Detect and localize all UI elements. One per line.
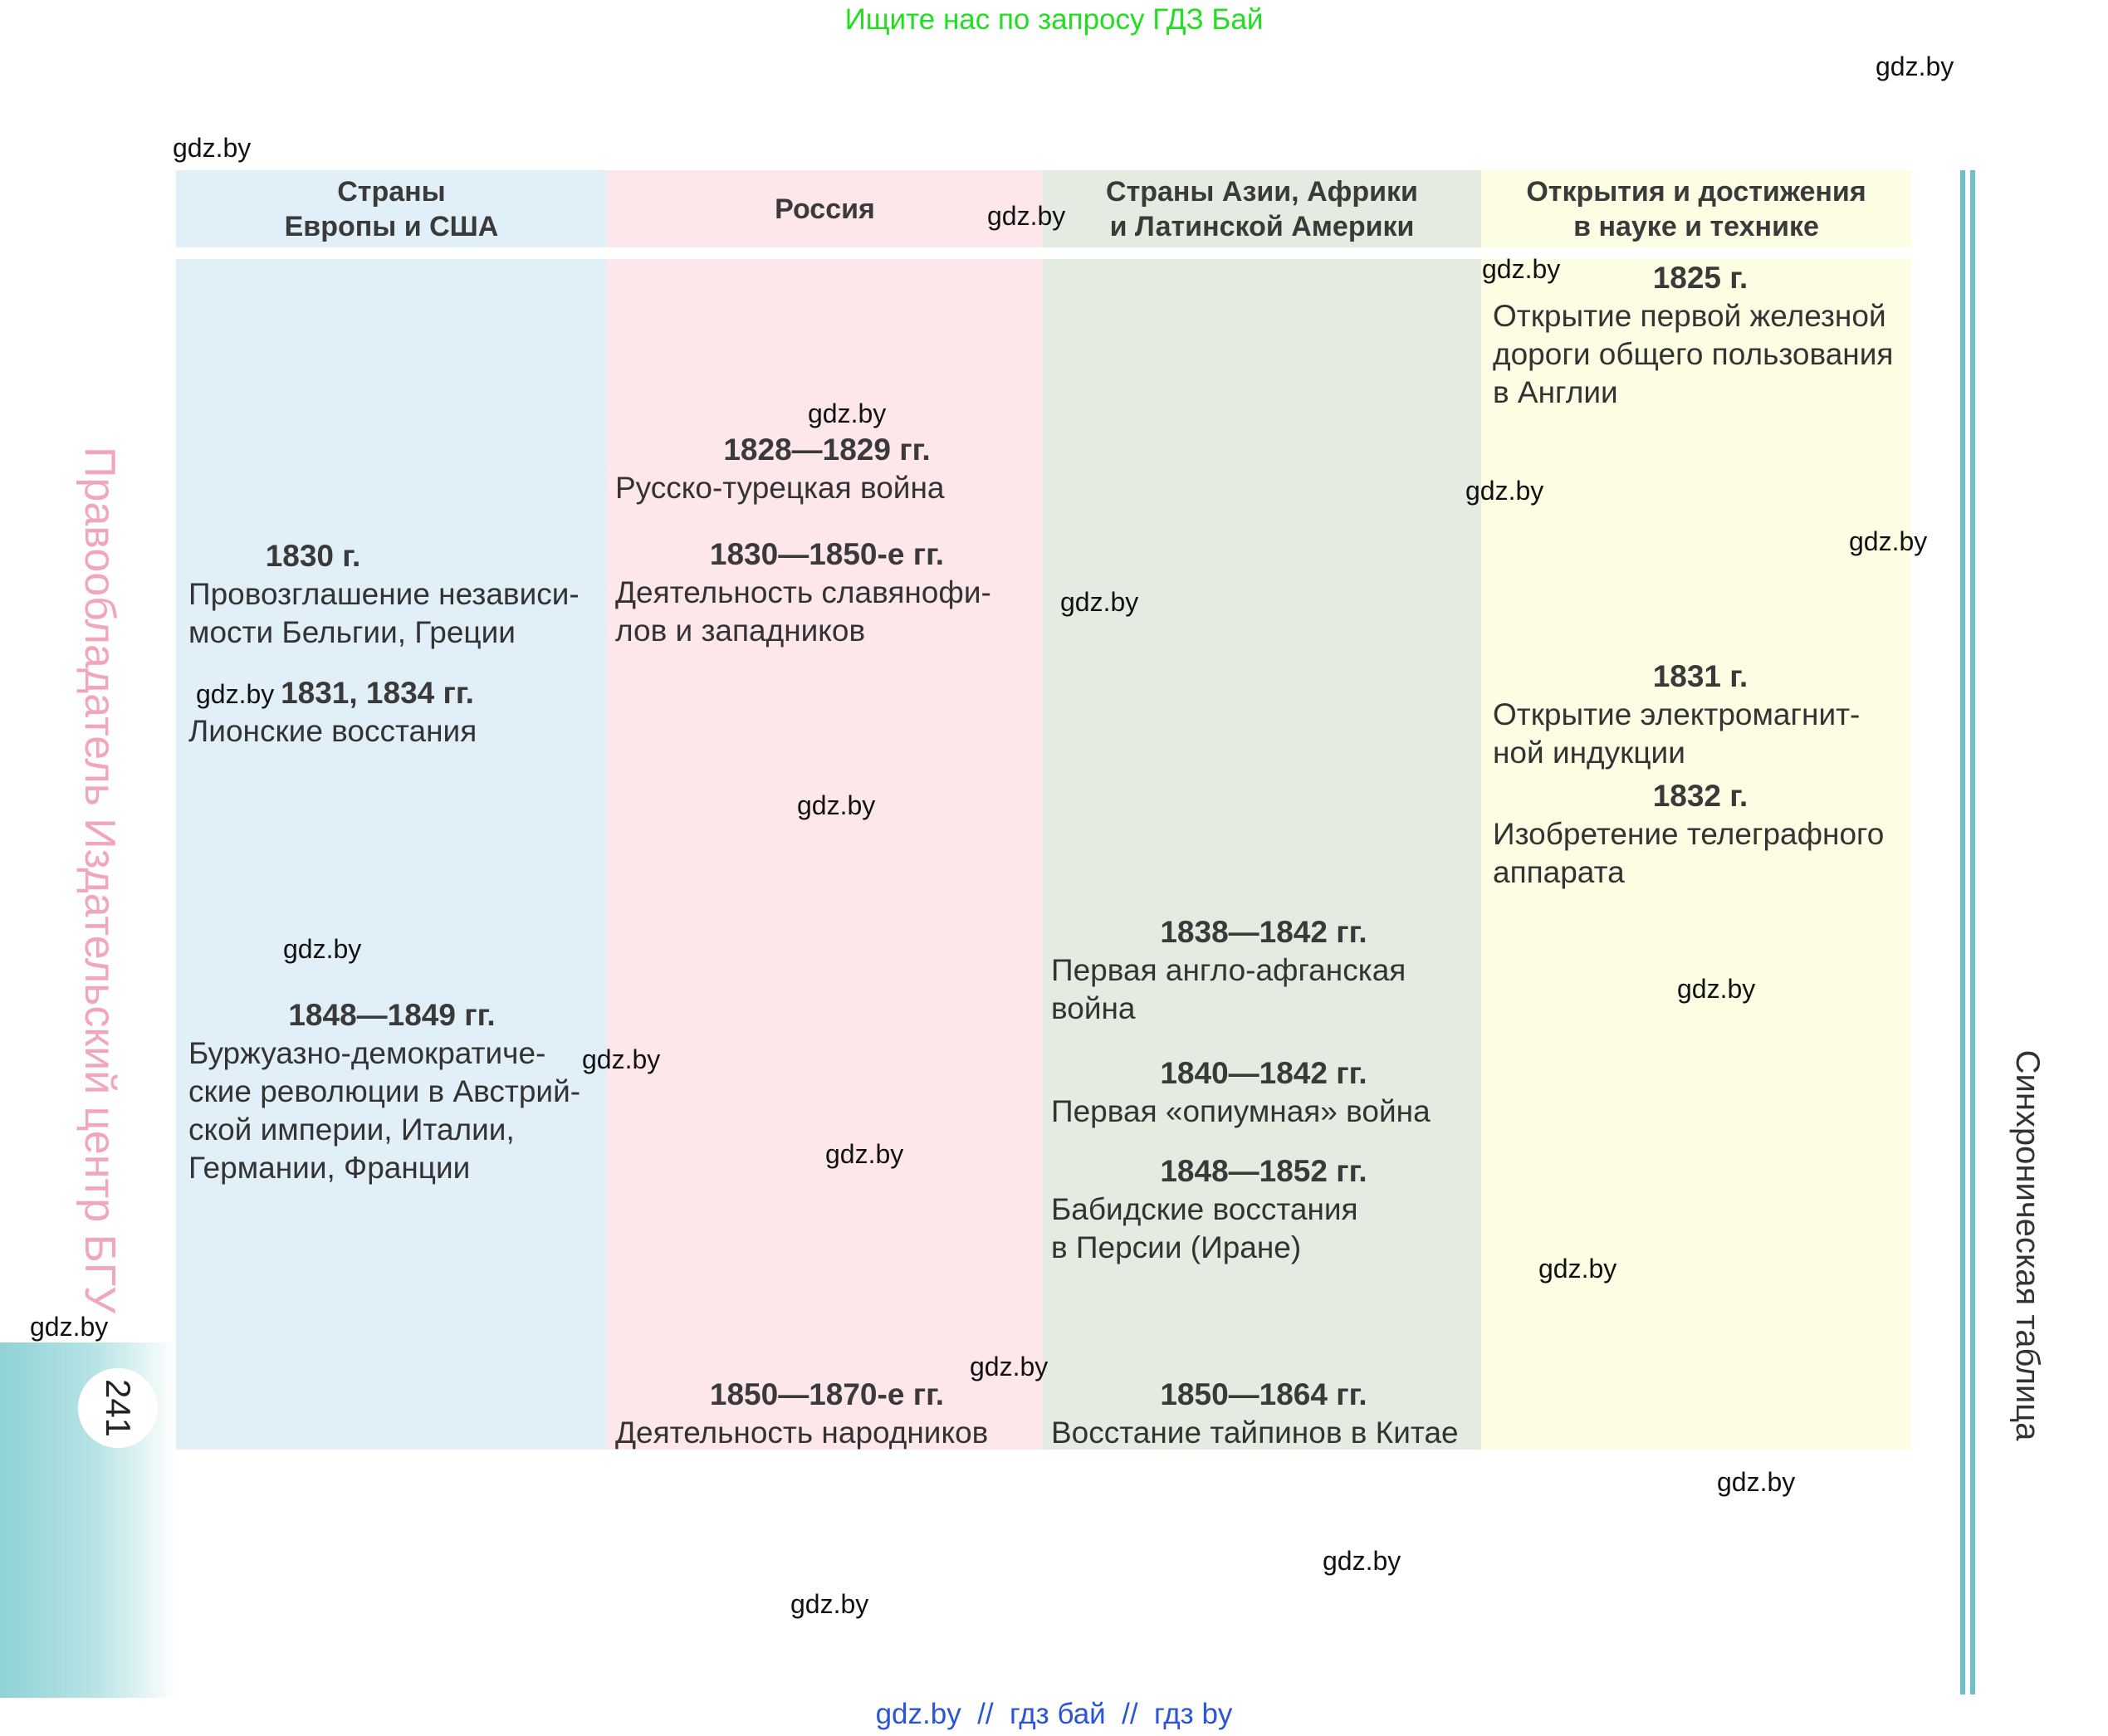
event-europe-1831: 1831, 1834 гг. Лионские восстания — [188, 674, 604, 751]
header-asia-label: Страны Азии, Африки и Латинской Америки — [1106, 175, 1418, 242]
watermark: gdz.by — [1323, 1546, 1401, 1576]
column-europe-usa: 1830 г. Провозглашение независи- мости Б… — [176, 259, 607, 1450]
event-text: Буржуазно-демократиче- ские революции в … — [188, 1036, 581, 1185]
event-text: Восстание тайпинов в Китае — [1051, 1416, 1459, 1450]
watermark: gdz.by — [582, 1044, 661, 1074]
watermark: gdz.by — [1538, 1254, 1617, 1284]
event-year: 1825 г. — [1652, 261, 1749, 295]
header-asia-africa-latam: Страны Азии, Африки и Латинской Америки — [1043, 170, 1481, 247]
event-year: 1850—1870-е гг. — [709, 1377, 945, 1411]
event-europe-1848: 1848—1849 гг. Буржуазно-демократиче- ски… — [188, 996, 604, 1187]
event-year: 1830—1850-е гг. — [709, 537, 945, 571]
event-text: Деятельность народников — [615, 1416, 989, 1450]
watermark: gdz.by — [1876, 51, 1954, 81]
event-science-1832: 1832 г. Изобретение телеграфного аппарат… — [1493, 777, 1908, 892]
event-year: 1830 г. — [265, 539, 361, 573]
event-text: Изобретение телеграфного аппарата — [1493, 817, 1885, 889]
event-year: 1848—1852 гг. — [1160, 1154, 1367, 1188]
watermark: gdz.by — [1849, 526, 1928, 556]
watermark: gdz.by — [283, 934, 362, 964]
event-text: Первая «опиумная» война — [1051, 1094, 1431, 1128]
event-text: Открытие первой железной дороги общего п… — [1493, 299, 1894, 409]
event-science-1831: 1831 г. Открытие электромагнит- ной инду… — [1493, 658, 1908, 772]
event-text: Лионские восстания — [188, 714, 477, 748]
event-year: 1838—1842 гг. — [1160, 915, 1367, 949]
watermark: gdz.by — [173, 133, 252, 163]
copyright-side-text: Правообладатель Издательский центр БГУ — [76, 447, 124, 1313]
page-number: 241 — [98, 1378, 138, 1438]
top-banner: Ищите нас по запросу ГДЗ Бай — [844, 3, 1264, 36]
event-asia-1840: 1840—1842 гг. Первая «опиумная» война — [1051, 1054, 1476, 1131]
event-year: 1840—1842 гг. — [1160, 1056, 1367, 1090]
header-russia: Россия — [607, 170, 1043, 247]
watermark: gdz.by — [797, 790, 876, 820]
watermark: gdz.by — [1465, 476, 1544, 506]
watermark: gdz.by — [1677, 974, 1756, 1004]
watermark: gdz.by — [1482, 254, 1561, 284]
event-year: 1831, 1834 гг. — [281, 676, 474, 710]
page-number-badge: 241 — [78, 1368, 158, 1448]
watermark: gdz.by — [970, 1352, 1049, 1381]
right-border-line — [1960, 170, 1965, 1694]
event-year: 1850—1864 гг. — [1160, 1377, 1367, 1411]
event-year: 1832 г. — [1652, 779, 1749, 813]
watermark: gdz.by — [30, 1312, 109, 1342]
column-russia: 1828—1829 гг. Русско-турецкая война 1830… — [607, 259, 1043, 1450]
event-year: 1828—1829 гг. — [723, 433, 931, 467]
event-text: Бабидские восстания в Персии (Иране) — [1051, 1192, 1358, 1264]
header-science: Открытия и достижения в науке и технике — [1481, 170, 1911, 247]
event-europe-1830: 1830 г. Провозглашение независи- мости Б… — [188, 537, 604, 652]
event-asia-1848: 1848—1852 гг. Бабидские восстания в Перс… — [1051, 1152, 1476, 1267]
event-russia-1830: 1830—1850-е гг. Деятельность славянофи- … — [615, 535, 1039, 650]
right-border-line — [1970, 170, 1975, 1694]
watermark: gdz.by — [790, 1589, 869, 1619]
event-russia-1828: 1828—1829 гг. Русско-турецкая война — [615, 431, 1039, 507]
event-text: Открытие электромагнит- ной индукции — [1493, 697, 1861, 770]
watermark: gdz.by — [196, 679, 275, 709]
event-year: 1848—1849 гг. — [288, 998, 496, 1032]
event-asia-1850: 1850—1864 гг. Восстание тайпинов в Китае — [1051, 1376, 1476, 1452]
event-asia-1838: 1838—1842 гг. Первая англо-афганская вой… — [1051, 913, 1476, 1028]
column-science: 1825 г. Открытие первой железной дороги … — [1481, 259, 1911, 1450]
watermark: gdz.by — [1717, 1467, 1796, 1497]
watermark: gdz.by — [1060, 587, 1139, 617]
event-text: Деятельность славянофи- лов и западников — [615, 575, 991, 648]
header-europe-usa: Страны Европы и США — [176, 170, 607, 247]
column-asia: 1838—1842 гг. Первая англо-афганская вой… — [1043, 259, 1481, 1450]
footer-links: gdz.by // гдз бай // гдз by — [875, 1698, 1233, 1730]
watermark: gdz.by — [987, 201, 1066, 231]
header-europe-usa-label: Страны Европы и США — [284, 175, 499, 242]
event-science-1825: 1825 г. Открытие первой железной дороги … — [1493, 259, 1908, 412]
event-year: 1831 г. — [1652, 659, 1749, 693]
header-russia-label: Россия — [775, 193, 875, 225]
event-text: Русско-турецкая война — [615, 471, 945, 505]
event-russia-1850: 1850—1870-е гг. Деятельность народников — [615, 1376, 1039, 1452]
section-title-side: Синхроническая таблица — [2009, 1049, 2046, 1441]
event-text: Первая англо-афганская война — [1051, 953, 1406, 1025]
header-science-label: Открытия и достижения в науке и технике — [1526, 175, 1866, 242]
watermark: gdz.by — [825, 1139, 904, 1169]
watermark: gdz.by — [808, 399, 887, 428]
event-text: Провозглашение независи- мости Бельгии, … — [188, 577, 580, 649]
